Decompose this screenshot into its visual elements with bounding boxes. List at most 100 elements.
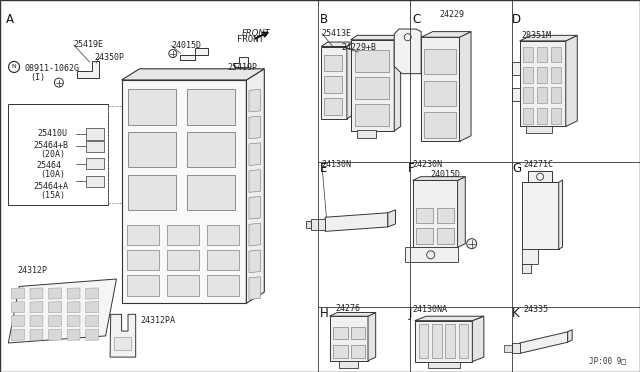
Polygon shape <box>415 316 484 321</box>
Polygon shape <box>249 223 260 246</box>
Polygon shape <box>415 321 472 362</box>
Polygon shape <box>49 302 61 313</box>
Text: A: A <box>6 13 15 26</box>
Polygon shape <box>432 324 442 358</box>
Text: D: D <box>512 13 521 26</box>
Text: K: K <box>512 307 520 320</box>
Polygon shape <box>122 80 246 303</box>
Polygon shape <box>86 329 99 340</box>
Bar <box>8 104 108 205</box>
Text: N: N <box>12 64 17 70</box>
Text: 25464+A: 25464+A <box>33 182 68 190</box>
Polygon shape <box>207 250 239 270</box>
Text: 24229: 24229 <box>439 10 464 19</box>
Text: 24015D: 24015D <box>172 41 202 50</box>
Polygon shape <box>180 48 208 60</box>
Polygon shape <box>368 312 376 361</box>
Polygon shape <box>207 225 239 245</box>
Text: G: G <box>512 162 521 175</box>
Polygon shape <box>421 32 471 37</box>
Polygon shape <box>339 361 358 368</box>
Polygon shape <box>522 182 559 249</box>
Polygon shape <box>424 49 456 74</box>
Polygon shape <box>324 76 342 93</box>
Polygon shape <box>246 69 264 303</box>
Polygon shape <box>523 108 533 124</box>
Polygon shape <box>472 316 484 362</box>
Text: 24335: 24335 <box>524 305 548 314</box>
Text: FRONT: FRONT <box>237 35 264 44</box>
Text: 24230N: 24230N <box>413 160 443 169</box>
Polygon shape <box>187 175 235 210</box>
Polygon shape <box>122 69 264 80</box>
Polygon shape <box>566 35 577 126</box>
Polygon shape <box>428 362 460 368</box>
Polygon shape <box>523 87 533 103</box>
Text: F: F <box>408 162 415 175</box>
Polygon shape <box>187 132 235 167</box>
Polygon shape <box>413 180 458 247</box>
Polygon shape <box>249 116 260 139</box>
Polygon shape <box>110 314 136 357</box>
Polygon shape <box>388 210 396 227</box>
Polygon shape <box>551 87 561 103</box>
Polygon shape <box>445 324 455 358</box>
Polygon shape <box>351 327 365 339</box>
Polygon shape <box>321 46 347 119</box>
Polygon shape <box>551 108 561 124</box>
Polygon shape <box>330 312 376 316</box>
Polygon shape <box>405 247 458 262</box>
Polygon shape <box>167 225 199 245</box>
Polygon shape <box>128 175 176 210</box>
Polygon shape <box>394 29 421 74</box>
Polygon shape <box>127 275 159 296</box>
Text: 24271C: 24271C <box>524 160 554 169</box>
Polygon shape <box>355 77 389 99</box>
Polygon shape <box>49 329 61 340</box>
Polygon shape <box>49 315 61 327</box>
Polygon shape <box>207 275 239 296</box>
Polygon shape <box>424 81 456 106</box>
Polygon shape <box>12 302 24 313</box>
Polygon shape <box>520 41 566 126</box>
Polygon shape <box>351 345 365 358</box>
Text: H: H <box>320 307 329 320</box>
Polygon shape <box>537 87 547 103</box>
Polygon shape <box>86 288 99 299</box>
Polygon shape <box>12 329 24 340</box>
Text: 25419P: 25419P <box>227 63 257 72</box>
Polygon shape <box>528 171 552 182</box>
Polygon shape <box>522 249 538 264</box>
Text: 24276: 24276 <box>335 304 360 313</box>
Polygon shape <box>437 228 454 244</box>
Text: FRONT: FRONT <box>242 29 271 38</box>
Polygon shape <box>249 89 260 112</box>
Polygon shape <box>67 288 80 299</box>
Polygon shape <box>167 275 199 296</box>
Polygon shape <box>114 337 131 350</box>
Text: 24130NA: 24130NA <box>413 305 448 314</box>
Polygon shape <box>537 46 547 62</box>
Polygon shape <box>421 37 460 141</box>
Polygon shape <box>424 112 456 138</box>
Polygon shape <box>86 158 104 169</box>
Polygon shape <box>167 250 199 270</box>
Polygon shape <box>8 279 116 343</box>
Text: 24229+B: 24229+B <box>341 43 376 52</box>
Text: E: E <box>320 162 328 175</box>
Polygon shape <box>416 228 433 244</box>
Polygon shape <box>249 170 260 192</box>
Polygon shape <box>523 46 533 62</box>
Polygon shape <box>86 176 104 187</box>
Polygon shape <box>523 67 533 83</box>
Polygon shape <box>355 104 389 126</box>
Polygon shape <box>460 32 471 141</box>
Polygon shape <box>249 196 260 219</box>
Polygon shape <box>30 302 43 313</box>
Polygon shape <box>437 208 454 223</box>
Polygon shape <box>504 345 512 352</box>
Polygon shape <box>568 330 572 342</box>
Text: 25464: 25464 <box>36 161 61 170</box>
Text: 25419E: 25419E <box>74 40 104 49</box>
Polygon shape <box>512 62 520 75</box>
